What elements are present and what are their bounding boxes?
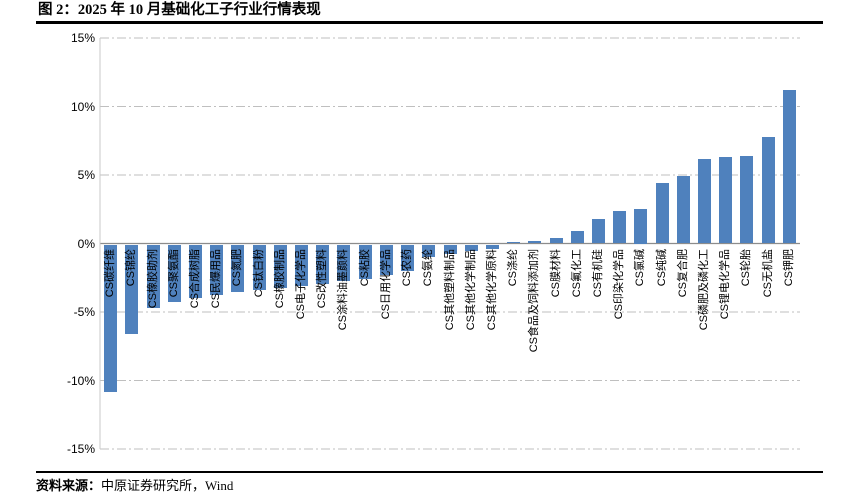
source-text: 中原证券研究所，Wind	[101, 478, 234, 493]
bar	[125, 244, 139, 334]
bar	[104, 244, 118, 393]
bar	[782, 90, 796, 244]
category-label: CS锂电化学品	[719, 248, 732, 319]
bar-chart: 15% 10% 5% 0% -5% -10% -15% CS碳纤维 CS锦纶 CS橡胶助剂 CS聚氨…	[0, 24, 860, 470]
y-tick-label: -10%	[66, 373, 95, 388]
category-label: CS粘胶	[358, 248, 371, 286]
category-label: CS纯碱	[655, 248, 668, 286]
bar	[422, 244, 436, 257]
bar	[507, 242, 521, 244]
bar	[231, 244, 245, 293]
category-label: CS无机盐	[761, 248, 774, 297]
bar	[528, 240, 542, 244]
chart-grid	[99, 37, 800, 450]
bar	[188, 244, 202, 298]
category-label: CS农药	[401, 248, 414, 286]
bar	[761, 136, 775, 244]
source-note: 资料来源：中原证券研究所，Wind	[36, 471, 823, 493]
bar	[379, 244, 393, 275]
category-label: CS其他塑料制品	[443, 248, 456, 330]
bar	[337, 244, 351, 282]
category-label: CS钛白粉	[252, 248, 265, 297]
bar	[698, 158, 712, 244]
bar	[613, 210, 627, 244]
bar	[316, 244, 330, 285]
category-label: CS涤纶	[507, 248, 520, 286]
category-label: CS氮肥	[231, 248, 244, 286]
bar	[358, 244, 372, 279]
category-label: CS改性塑料	[316, 248, 329, 308]
category-label: CS聚氨酯	[167, 248, 180, 297]
bar	[273, 244, 287, 289]
figure-title: 图 2：2025 年 10 月基础化工子行业行情表现	[38, 2, 321, 18]
category-label: CS民爆用品	[210, 248, 223, 308]
category-label: CS轮胎	[740, 248, 753, 286]
bar	[401, 244, 415, 271]
bar	[464, 244, 478, 252]
bar	[146, 244, 160, 308]
y-tick-label: 15%	[70, 31, 95, 45]
bar	[655, 183, 669, 244]
bar	[570, 231, 584, 244]
category-label: CS橡胶助剂	[146, 248, 159, 308]
category-label: CS其他化学原料	[485, 248, 498, 330]
category-label: CS印染化学品	[613, 248, 626, 319]
category-label: CS有机硅	[591, 248, 604, 297]
bar	[740, 155, 754, 244]
y-tick-label: 10%	[70, 99, 95, 114]
category-label: CS合成树脂	[188, 248, 201, 308]
bar	[634, 209, 648, 244]
category-label: CS其他化学制品	[464, 248, 477, 330]
category-label: CS钾肥	[782, 248, 795, 286]
bar	[676, 176, 690, 244]
category-label: CS锦纶	[125, 248, 138, 286]
category-label: CS电子化学品	[295, 248, 307, 319]
y-tick-label: 5%	[77, 168, 95, 182]
bar	[549, 238, 563, 244]
category-label: CS氨纶	[422, 248, 435, 286]
category-label: CS复合肥	[676, 248, 689, 297]
bar	[252, 244, 266, 290]
y-tick-label: 0%	[77, 236, 95, 251]
bar	[210, 244, 224, 296]
category-label: CS磷肥及磷化工	[698, 248, 711, 330]
y-tick-label: -5%	[73, 305, 95, 319]
y-tick-label: -15%	[66, 442, 95, 456]
category-label: CS氯碱	[634, 248, 647, 286]
category-label: CS日用化学品	[379, 248, 392, 319]
category-label: CS橡胶制品	[273, 248, 286, 308]
source-label: 资料来源：	[36, 478, 102, 493]
category-label: CS氟化工	[570, 248, 583, 297]
category-label: CS涂料油墨颜料	[337, 248, 350, 330]
bar	[167, 244, 181, 303]
figure-header: 图 2：2025 年 10 月基础化工子行业行情表现	[36, 0, 823, 24]
bar	[485, 244, 499, 249]
category-label: CS食品及饲料添加剂	[528, 248, 541, 352]
bar	[591, 218, 605, 244]
category-label: CS膜材料	[549, 248, 562, 297]
bar	[719, 157, 733, 244]
bar	[295, 244, 308, 286]
bar	[443, 244, 457, 255]
category-label: CS碳纤维	[104, 248, 117, 297]
